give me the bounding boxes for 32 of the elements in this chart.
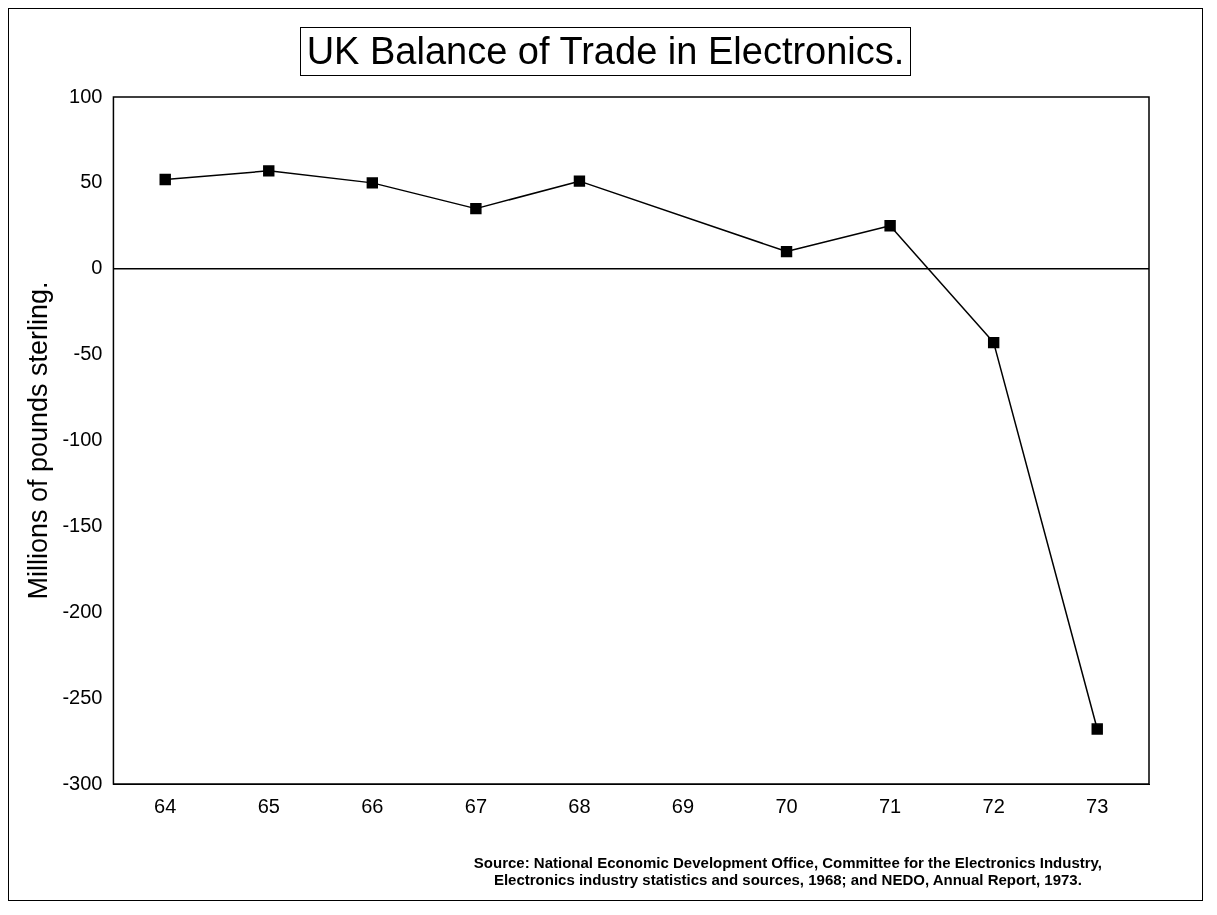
x-tick-label: 70 [775, 794, 798, 817]
y-tick-label: -300 [62, 771, 103, 794]
y-tick-label: -100 [62, 428, 103, 451]
point [573, 175, 586, 187]
x-tick-label: 69 [671, 794, 695, 817]
point [159, 173, 171, 186]
y-tick-label: -150 [62, 513, 103, 536]
point [366, 177, 379, 189]
point [1091, 723, 1103, 735]
x-tick-label: 65 [257, 794, 280, 817]
x-tick-label: 64 [154, 794, 177, 817]
point [780, 245, 793, 258]
y-tick-label: 100 [69, 84, 103, 107]
y-tick-label: -200 [62, 599, 103, 622]
x-tick-label: 73 [1086, 794, 1109, 817]
y-tick-label: -250 [62, 685, 103, 708]
point [263, 165, 275, 177]
y-axis-title: Millions of pounds sterling. [22, 281, 53, 600]
x-tick-label: 68 [568, 794, 591, 817]
point [470, 202, 482, 215]
x-tick-label: 72 [982, 794, 1005, 817]
x-tick-label: 67 [464, 794, 487, 817]
text: Electronics industry statistics and sources, 1968; and NEDO, Annual Report, 1973. [492, 871, 1083, 888]
chart-title: UK Balance of Trade in Electronics. [299, 27, 912, 76]
y-tick-label: -50 [73, 342, 103, 365]
point [884, 220, 896, 232]
x-tick-label: 71 [878, 794, 902, 817]
y-tick-label: 0 [91, 256, 103, 279]
x-tick-label: 66 [361, 794, 384, 817]
source-note: Source: National Economic Development Office, Committee for the Electronics Industry, [473, 854, 1102, 871]
y-tick-label: 50 [80, 170, 103, 193]
point [987, 336, 1000, 349]
